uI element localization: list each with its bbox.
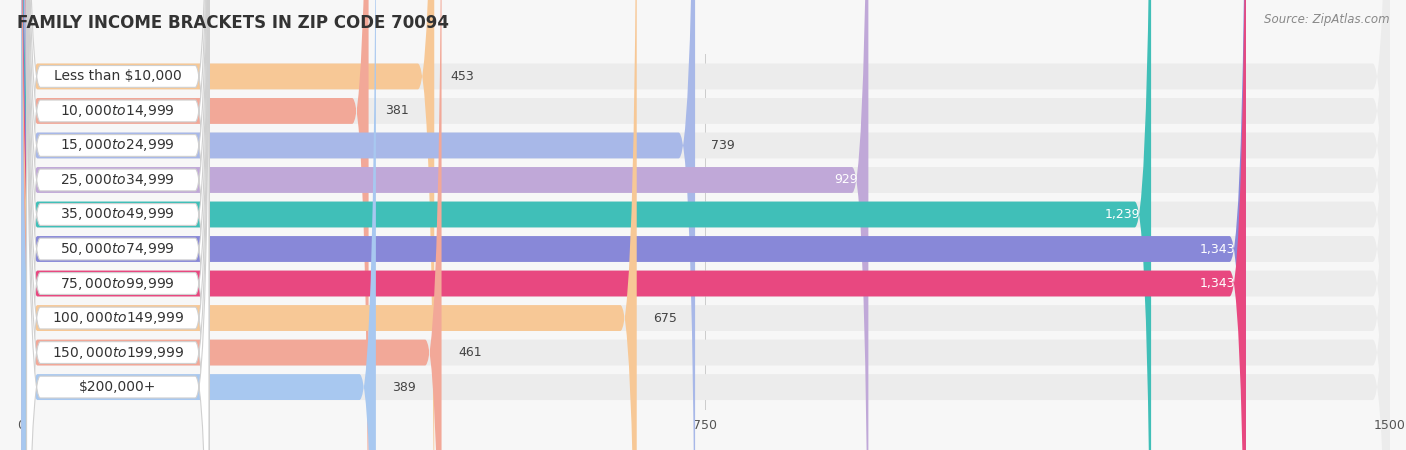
FancyBboxPatch shape <box>21 0 637 450</box>
FancyBboxPatch shape <box>21 0 1389 450</box>
Text: $150,000 to $199,999: $150,000 to $199,999 <box>52 345 184 360</box>
Text: 1,343: 1,343 <box>1199 243 1234 256</box>
FancyBboxPatch shape <box>21 0 1246 450</box>
Text: $200,000+: $200,000+ <box>79 380 156 394</box>
Text: $100,000 to $149,999: $100,000 to $149,999 <box>52 310 184 326</box>
Text: $75,000 to $99,999: $75,000 to $99,999 <box>60 275 176 292</box>
Text: 453: 453 <box>451 70 474 83</box>
Text: $35,000 to $49,999: $35,000 to $49,999 <box>60 207 176 222</box>
Text: $10,000 to $14,999: $10,000 to $14,999 <box>60 103 176 119</box>
Text: Less than $10,000: Less than $10,000 <box>53 69 181 83</box>
FancyBboxPatch shape <box>27 0 209 450</box>
FancyBboxPatch shape <box>21 0 1389 450</box>
Text: FAMILY INCOME BRACKETS IN ZIP CODE 70094: FAMILY INCOME BRACKETS IN ZIP CODE 70094 <box>17 14 449 32</box>
Text: $50,000 to $74,999: $50,000 to $74,999 <box>60 241 176 257</box>
FancyBboxPatch shape <box>21 0 434 450</box>
FancyBboxPatch shape <box>21 0 1389 450</box>
FancyBboxPatch shape <box>21 0 1389 450</box>
Text: 381: 381 <box>385 104 409 117</box>
Text: $15,000 to $24,999: $15,000 to $24,999 <box>60 137 176 153</box>
FancyBboxPatch shape <box>21 0 1389 450</box>
Text: $25,000 to $34,999: $25,000 to $34,999 <box>60 172 176 188</box>
FancyBboxPatch shape <box>21 0 441 450</box>
FancyBboxPatch shape <box>27 0 209 450</box>
FancyBboxPatch shape <box>21 0 1246 450</box>
Text: 1,239: 1,239 <box>1105 208 1140 221</box>
FancyBboxPatch shape <box>21 0 375 450</box>
FancyBboxPatch shape <box>27 0 209 450</box>
FancyBboxPatch shape <box>27 0 209 450</box>
Text: 739: 739 <box>711 139 735 152</box>
FancyBboxPatch shape <box>27 0 209 450</box>
FancyBboxPatch shape <box>21 0 1389 450</box>
FancyBboxPatch shape <box>27 0 209 450</box>
FancyBboxPatch shape <box>21 0 1389 450</box>
Text: 461: 461 <box>458 346 482 359</box>
FancyBboxPatch shape <box>27 0 209 450</box>
FancyBboxPatch shape <box>27 0 209 450</box>
FancyBboxPatch shape <box>21 0 1389 450</box>
FancyBboxPatch shape <box>21 0 695 450</box>
Text: 389: 389 <box>392 381 416 394</box>
FancyBboxPatch shape <box>21 0 1389 450</box>
Text: 929: 929 <box>834 174 858 186</box>
FancyBboxPatch shape <box>27 0 209 450</box>
Text: Source: ZipAtlas.com: Source: ZipAtlas.com <box>1264 14 1389 27</box>
FancyBboxPatch shape <box>27 0 209 450</box>
FancyBboxPatch shape <box>21 0 368 450</box>
FancyBboxPatch shape <box>21 0 1389 450</box>
FancyBboxPatch shape <box>21 0 869 450</box>
Text: 675: 675 <box>654 311 678 324</box>
Text: 1,343: 1,343 <box>1199 277 1234 290</box>
FancyBboxPatch shape <box>21 0 1152 450</box>
